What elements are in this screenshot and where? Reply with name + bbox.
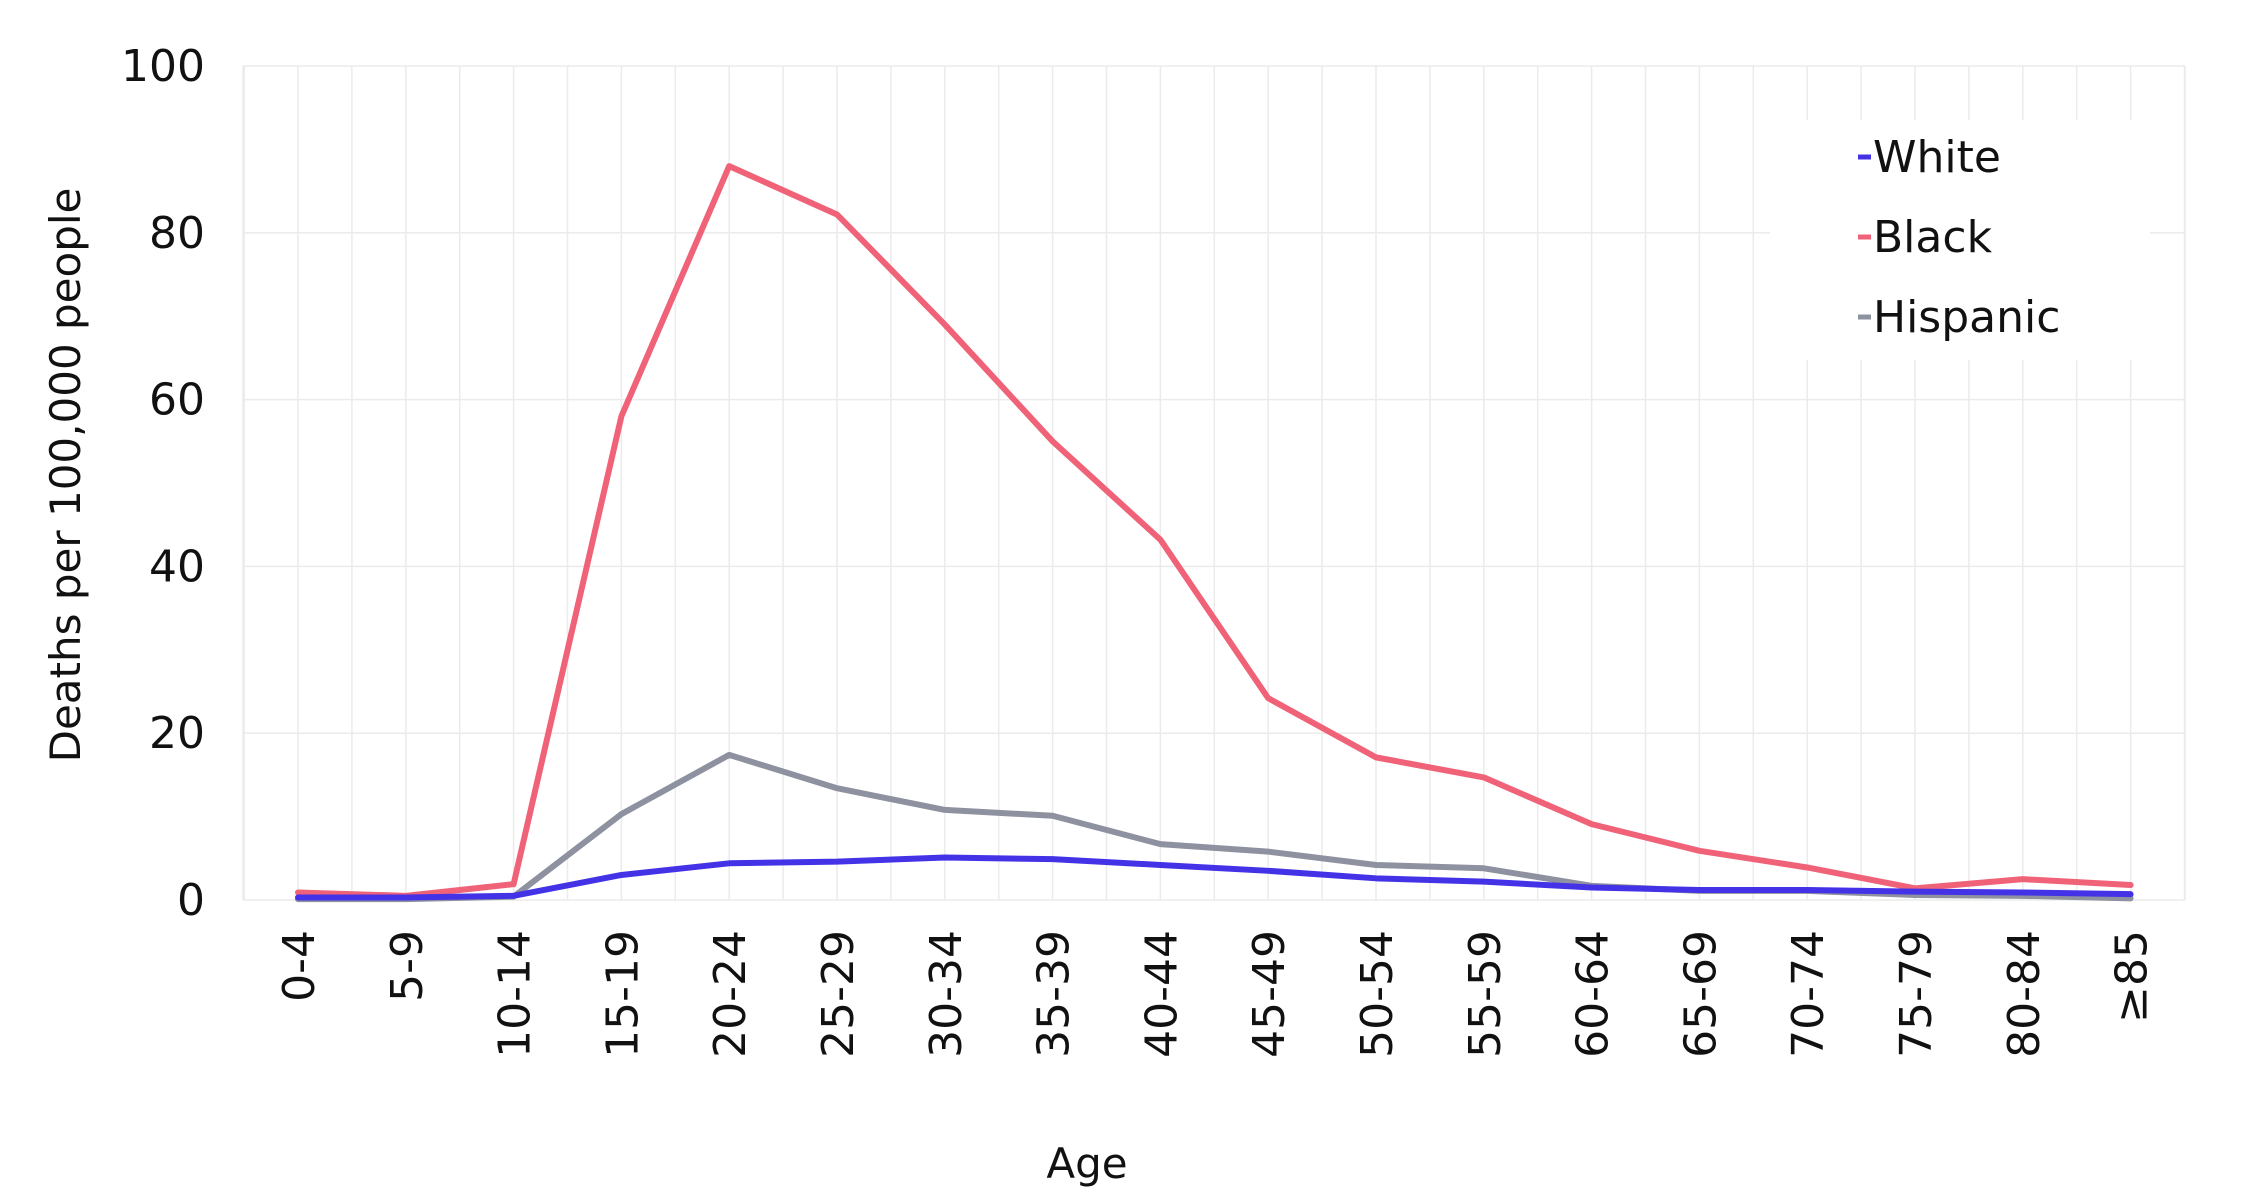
series-lines <box>295 163 2134 903</box>
y-tick-label: 60 <box>149 375 205 426</box>
legend-background <box>1770 120 2150 360</box>
x-tick-label: 60-64 <box>1568 930 1619 1058</box>
x-tick-label: 10-14 <box>490 930 541 1058</box>
x-tick-label: 80-84 <box>1999 930 2050 1058</box>
y-tick-label: 100 <box>121 41 205 92</box>
legend-label-hispanic: Hispanic <box>1873 292 2060 343</box>
x-tick-label: 50-54 <box>1352 930 1403 1058</box>
x-tick-label: 15-19 <box>597 930 648 1058</box>
x-tick-label: ≥85 <box>2107 930 2158 1023</box>
x-tick-label: 35-39 <box>1029 930 1080 1058</box>
series-line-white <box>295 854 2134 901</box>
x-tick-label: 70-74 <box>1783 930 1834 1058</box>
x-tick-label: 45-49 <box>1244 930 1295 1058</box>
legend: White Black Hispanic <box>1858 132 2060 343</box>
x-tick-label: 5-9 <box>382 930 433 1002</box>
x-axis-title: Age <box>1046 1139 1127 1188</box>
x-tick-label: 55-59 <box>1460 930 1511 1058</box>
gridlines <box>242 65 2186 901</box>
y-tick-label: 40 <box>149 541 205 592</box>
x-axis-ticks: 0-4 5-9 10-14 15-19 20-24 25-29 30-34 35-39 40-4… <box>274 930 2158 1058</box>
y-tick-label: 20 <box>149 708 205 759</box>
y-tick-label: 80 <box>149 208 205 259</box>
series-line-black <box>295 163 2134 899</box>
x-tick-label: 75-79 <box>1891 930 1942 1058</box>
legend-label-white: White <box>1873 132 2001 183</box>
y-axis-ticks: 0 20 40 60 80 100 <box>121 41 205 926</box>
x-tick-label: 25-29 <box>813 930 864 1058</box>
legend-label-black: Black <box>1873 212 1993 263</box>
x-tick-label: 65-69 <box>1675 930 1726 1058</box>
x-tick-label: 0-4 <box>274 930 325 1002</box>
x-tick-label: 30-34 <box>921 930 972 1058</box>
y-axis-title: Deaths per 100,000 people <box>41 188 90 763</box>
y-tick-label: 0 <box>177 875 205 926</box>
x-tick-label: 20-24 <box>705 930 756 1058</box>
x-tick-label: 40-44 <box>1136 930 1187 1058</box>
